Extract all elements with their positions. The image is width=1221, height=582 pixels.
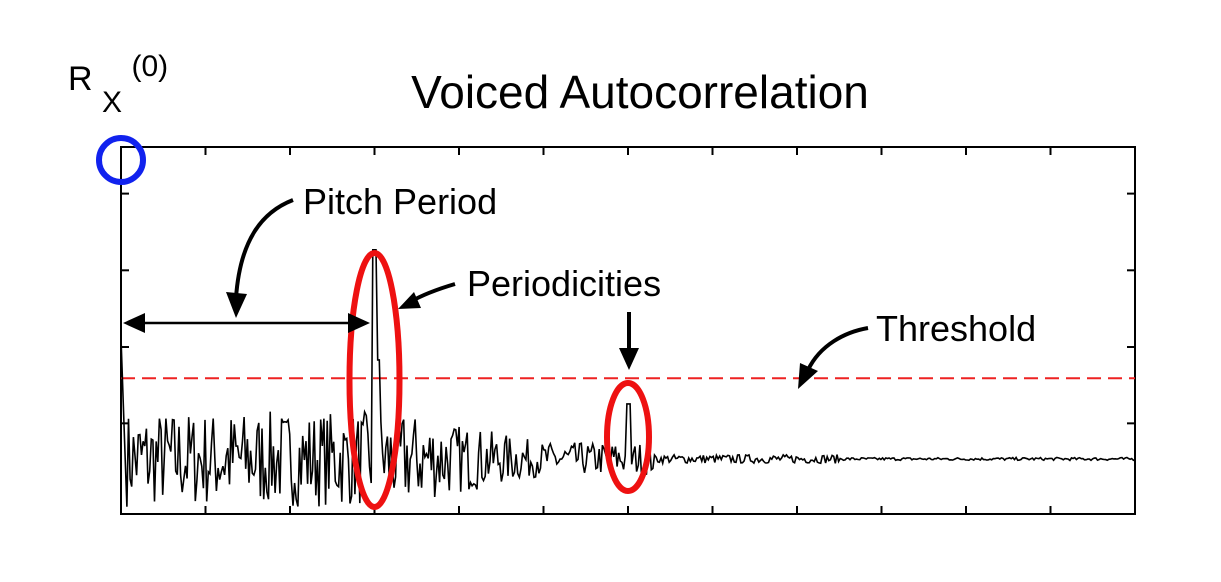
threshold-pointer: [798, 326, 869, 389]
periodicity-ellipse-2: [604, 380, 652, 494]
periodicities-pointer-left: [398, 282, 456, 309]
pitch-period-arrow: [123, 313, 370, 333]
pitch-period-label: Pitch Period: [303, 181, 497, 222]
origin-marker-circle: [96, 135, 146, 185]
pitch-period-pointer: [226, 198, 294, 318]
periodicities-label: Periodicities: [467, 263, 661, 304]
periodicities-pointer-down: [619, 312, 639, 370]
chart-title: Voiced Autocorrelation: [411, 66, 869, 118]
rx0-sub: X: [102, 86, 122, 119]
periodicity-ellipse-1: [346, 250, 403, 510]
autocorrelation-trace: [120, 147, 1136, 507]
threshold-label: Threshold: [876, 308, 1036, 349]
axis-ticks: [121, 147, 1135, 514]
rx0-label: R X (0): [68, 50, 168, 120]
rx0-main: R: [68, 60, 93, 98]
rx0-sup: (0): [131, 50, 168, 83]
